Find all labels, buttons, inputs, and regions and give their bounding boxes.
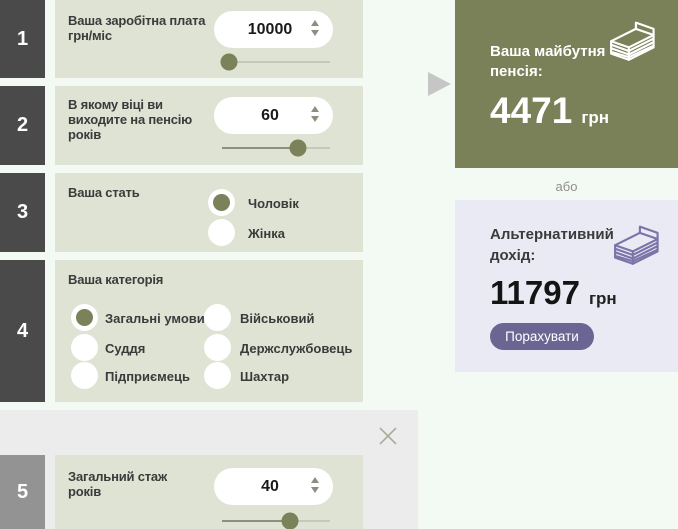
experience-spinner: [214, 468, 333, 505]
step-2-label-text: В якому віці ви виходите на пенсію: [68, 97, 193, 127]
category-civil-servant-label[interactable]: Держслужбовець: [240, 341, 353, 356]
age-input[interactable]: [214, 97, 316, 134]
step-1-badge: 1: [0, 0, 45, 78]
pension-title-line1: Ваша майбутня: [490, 43, 606, 60]
salary-slider-handle[interactable]: [220, 53, 238, 71]
step-1-unit: грн/міс: [68, 28, 112, 43]
alternative-title-line2: дохід:: [490, 247, 536, 264]
category-miner-radio[interactable]: [204, 362, 231, 389]
category-miner-label[interactable]: Шахтар: [240, 369, 290, 384]
category-entrepreneur-radio[interactable]: [71, 362, 98, 389]
gender-male-radio[interactable]: [208, 189, 235, 216]
step-1-label: Ваша заробітна плата грн/міс: [68, 13, 210, 43]
category-entrepreneur-label[interactable]: Підприємець: [105, 369, 191, 384]
category-general-label[interactable]: Загальні умови: [105, 311, 205, 326]
gender-female-label[interactable]: Жінка: [248, 226, 285, 241]
salary-spinner: [214, 11, 333, 48]
close-icon[interactable]: [378, 426, 398, 446]
experience-slider-fill: [222, 520, 291, 522]
step-4-label: Ваша категорія: [68, 272, 164, 287]
alternative-currency: грн: [588, 289, 617, 308]
step-5-label-text: Загальний стаж: [68, 469, 167, 484]
experience-input[interactable]: [214, 468, 316, 505]
step-5-label: Загальний стаж років: [68, 469, 210, 499]
category-judge-label[interactable]: Суддя: [105, 341, 146, 356]
category-judge-radio[interactable]: [71, 334, 98, 361]
step-3-badge: 3: [0, 173, 45, 252]
age-slider-handle[interactable]: [289, 139, 307, 157]
step-1-label-text: Ваша заробітна плата: [68, 13, 206, 28]
calculate-button[interactable]: Порахувати: [490, 323, 594, 350]
spin-down-icon[interactable]: [311, 487, 319, 493]
step-2-unit: років: [68, 127, 101, 142]
spin-up-icon[interactable]: [311, 477, 319, 483]
alternative-title: Альтернативний дохід:: [490, 224, 614, 266]
arrow-right-icon: [428, 72, 451, 96]
money-stack-icon: [614, 225, 659, 265]
gender-male-label[interactable]: Чоловік: [248, 196, 299, 211]
category-civil-servant-radio[interactable]: [204, 334, 231, 361]
spin-down-icon[interactable]: [311, 116, 319, 122]
spin-down-icon[interactable]: [311, 30, 319, 36]
category-general-radio[interactable]: [71, 304, 98, 331]
experience-slider-handle[interactable]: [281, 512, 299, 529]
step-5-badge: 5: [0, 455, 45, 529]
step-2-badge: 2: [0, 86, 45, 165]
money-stack-icon: [610, 21, 655, 61]
step-4-badge: 4: [0, 260, 45, 402]
salary-slider[interactable]: [220, 53, 330, 71]
age-slider-fill: [222, 147, 298, 149]
age-spinner: [214, 97, 333, 134]
or-label: або: [555, 179, 578, 194]
age-slider[interactable]: [222, 139, 330, 157]
experience-spin-arrows: [311, 477, 320, 493]
gender-female-radio[interactable]: [208, 219, 235, 246]
age-spin-arrows: [311, 106, 320, 122]
pension-title: Ваша майбутня пенсія:: [490, 42, 605, 82]
category-military-radio[interactable]: [204, 304, 231, 331]
alternative-income-panel: Альтернативний дохід: 11797 грн Порахува…: [455, 200, 678, 372]
step-5-unit: років: [68, 484, 101, 499]
alternative-amount: 11797: [490, 274, 580, 311]
pension-title-line2: пенсія:: [490, 63, 543, 80]
spin-up-icon[interactable]: [311, 106, 319, 112]
step-2-label: В якому віці ви виходите на пенсію років: [68, 97, 210, 142]
alternative-amount-row: 11797 грн: [490, 276, 617, 309]
category-military-label[interactable]: Військовий: [240, 311, 315, 326]
step-3-label: Ваша стать: [68, 185, 140, 200]
pension-result-panel: Ваша майбутня пенсія: 4471 грн: [455, 0, 678, 168]
salary-spin-arrows: [311, 20, 320, 36]
pension-amount-row: 4471 грн: [490, 92, 609, 129]
salary-input[interactable]: [214, 11, 316, 48]
pension-amount: 4471: [490, 90, 573, 131]
spin-up-icon[interactable]: [311, 20, 319, 26]
alternative-title-line1: Альтернативний: [490, 226, 614, 243]
experience-slider[interactable]: [222, 512, 330, 529]
pension-currency: грн: [581, 108, 610, 127]
